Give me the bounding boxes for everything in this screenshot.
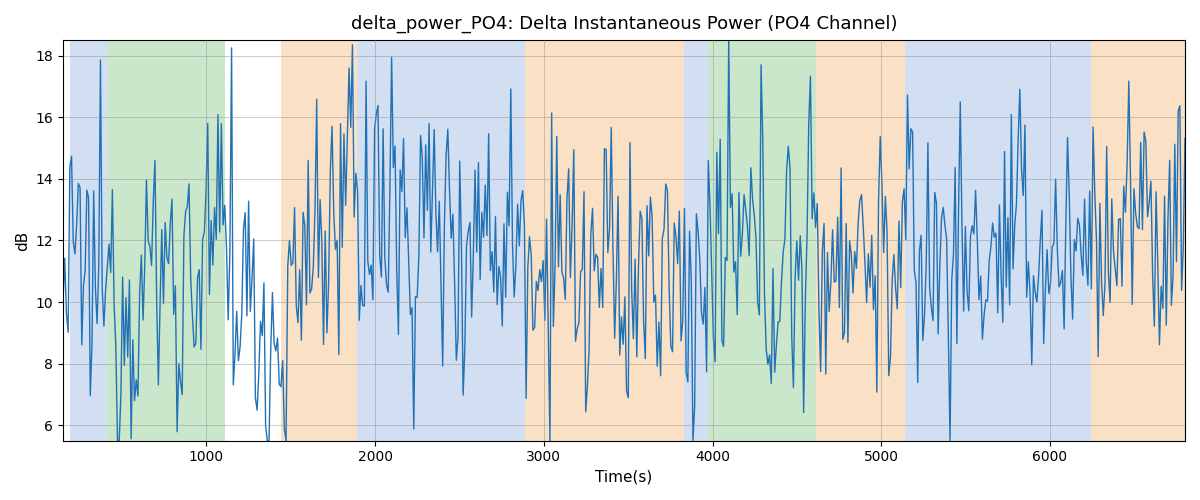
X-axis label: Time(s): Time(s) (595, 470, 653, 485)
Bar (905, 40, 1063, 440)
Bar (816, 40, 905, 440)
Y-axis label: dB: dB (16, 230, 30, 250)
Title: delta_power_PO4: Delta Instantaneous Power (PO4 Channel): delta_power_PO4: Delta Instantaneous Pow… (350, 15, 898, 34)
Bar (1091, 40, 1184, 440)
Bar (1063, 40, 1091, 440)
Bar (70, 40, 107, 440)
Bar (684, 40, 708, 440)
Bar (356, 40, 526, 440)
Bar (107, 40, 224, 440)
Bar (526, 40, 684, 440)
Bar (708, 40, 816, 440)
Bar (281, 40, 356, 440)
